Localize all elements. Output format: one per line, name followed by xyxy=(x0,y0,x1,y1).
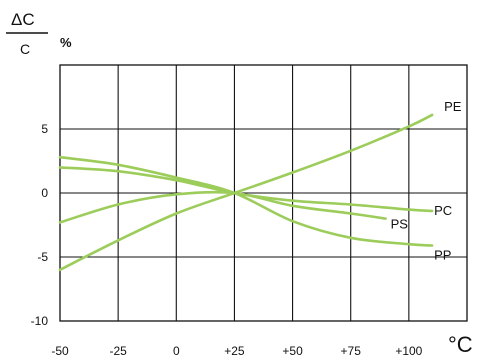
series-label-pp: PP xyxy=(434,247,451,262)
y-tick-label: -10 xyxy=(31,314,49,328)
y-label-denominator: C xyxy=(20,41,30,57)
y-axis-label: ΔC C % xyxy=(6,10,72,57)
grid xyxy=(59,64,468,322)
x-axis-unit-label: °C xyxy=(448,332,473,357)
curve-labels: PE PC PS PP xyxy=(391,99,462,263)
series-label-ps: PS xyxy=(391,217,409,232)
y-tick-label: 0 xyxy=(41,186,48,200)
x-tick-label: 0 xyxy=(173,344,180,358)
x-tick-label: +100 xyxy=(395,344,422,358)
series-label-pe: PE xyxy=(444,99,462,114)
y-tick-labels: 5 0 -5 -10 xyxy=(31,122,49,328)
y-label-unit: % xyxy=(60,35,72,50)
x-tick-labels: -50 -25 0 +25 +50 +75 +100 xyxy=(51,344,422,358)
x-tick-label: +50 xyxy=(282,344,303,358)
x-tick-label: -50 xyxy=(51,344,69,358)
series-line-pp xyxy=(58,155,434,247)
x-tick-label: +25 xyxy=(224,344,245,358)
series-line-pe xyxy=(58,113,434,272)
series-label-pc: PC xyxy=(434,203,452,218)
series-layer xyxy=(58,113,434,272)
series-line-pc xyxy=(58,166,434,213)
x-tick-label: +75 xyxy=(341,344,362,358)
y-tick-label: 5 xyxy=(41,122,48,136)
y-label-numerator: ΔC xyxy=(11,10,35,29)
x-tick-label: -25 xyxy=(109,344,127,358)
y-tick-label: -5 xyxy=(37,250,48,264)
